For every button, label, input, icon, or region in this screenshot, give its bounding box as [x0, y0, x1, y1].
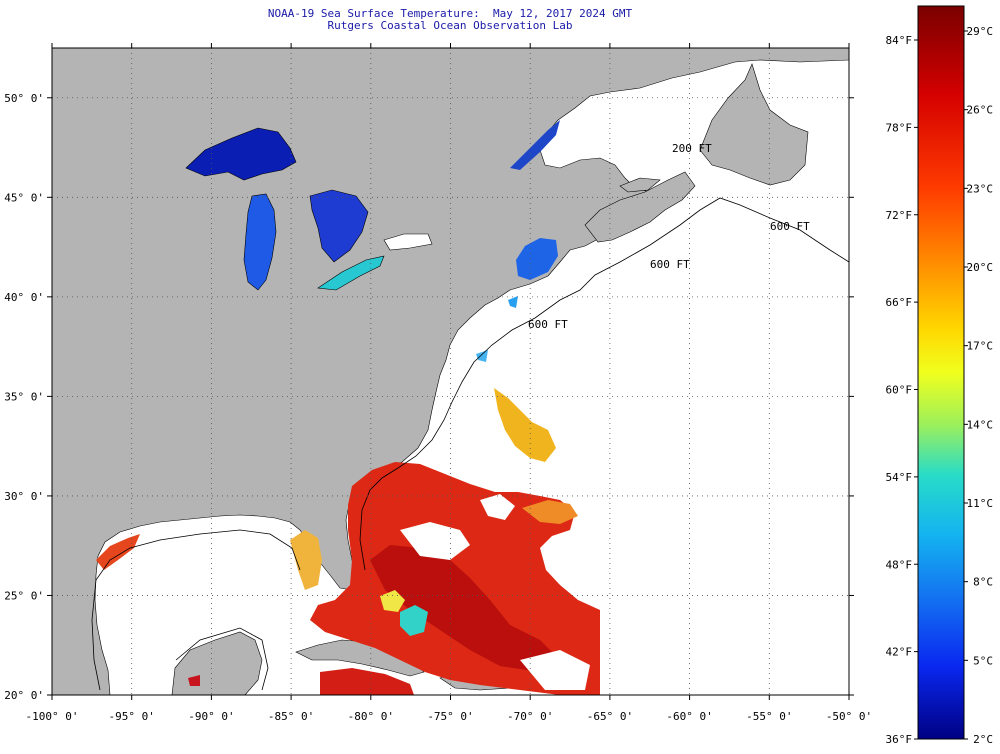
sst-yucatan-spot — [188, 675, 200, 686]
depth-label: 600 FT — [528, 318, 568, 331]
colorbar-c-label: 29°C — [967, 25, 994, 38]
land-pei — [619, 177, 661, 193]
colorbar-f-label: 66°F — [886, 296, 913, 309]
map-title: NOAA-19 Sea Surface Temperature: May 12,… — [267, 7, 633, 20]
cloud-gap-1 — [400, 522, 470, 560]
depth-label: 200 FT — [672, 142, 712, 155]
lat-tick-label: 25° 0' — [4, 589, 44, 602]
colorbar-f-label: 42°F — [886, 646, 913, 659]
lon-tick-label: -85° 0' — [268, 710, 314, 723]
lon-tick-label: -95° 0' — [109, 710, 155, 723]
st-lawrence-water — [510, 120, 560, 170]
land-newfoundland — [699, 63, 809, 186]
latitude-labels: 50° 0' 45° 0' 40° 0' 35° 0' 30° 0' 25° 0' 20° … — [4, 92, 44, 702]
lat-tick-label: 40° 0' — [4, 291, 44, 304]
colorbar-c-label: 26°C — [967, 104, 994, 117]
sst-gulf-of-mexico-w — [96, 534, 140, 570]
lon-tick-label: -55° 0' — [746, 710, 792, 723]
mid-atlantic-sst — [476, 350, 488, 362]
lon-tick-label: -90° 0' — [188, 710, 234, 723]
colorbar-f-label: 36°F — [886, 733, 913, 746]
yucatan-contour — [175, 627, 269, 691]
lon-tick-label: -65° 0' — [587, 710, 633, 723]
sst-yellow-patch — [494, 388, 556, 462]
map-subtitle: Rutgers Coastal Ocean Observation Lab — [327, 19, 573, 32]
colorbar-f-label: 54°F — [886, 471, 913, 484]
longitude-labels: -100° 0' -95° 0' -90° 0' -85° 0' -80° 0' -75°… — [26, 710, 873, 723]
lake-erie — [317, 255, 385, 291]
lat-tick-label: 35° 0' — [4, 390, 44, 403]
shelf-contour — [359, 197, 849, 571]
land-cuba — [295, 639, 425, 677]
sst-bahamas-yellow — [380, 590, 405, 612]
lat-tick-label: 30° 0' — [4, 490, 44, 503]
lake-michigan — [243, 193, 277, 291]
lon-tick-label: -50° 0' — [826, 710, 872, 723]
lake-ontario — [383, 233, 433, 251]
map-layers — [52, 48, 849, 695]
lon-tick-label: -80° 0' — [348, 710, 394, 723]
cape-cod-sst — [508, 296, 518, 308]
axis-ticks — [47, 43, 854, 700]
sst-bahamas-cyan — [400, 605, 428, 636]
lat-tick-label: 20° 0' — [4, 689, 44, 702]
title-block: NOAA-19 Sea Surface Temperature: May 12,… — [0, 8, 900, 32]
lake-superior — [185, 127, 297, 181]
lon-tick-label: -70° 0' — [507, 710, 553, 723]
lake-huron — [309, 189, 369, 263]
colorbar-c-label: 8°C — [973, 576, 993, 589]
colorbar-c-label: 2°C — [973, 733, 993, 746]
colorbar-c-label: 14°C — [967, 418, 994, 431]
sst-hot-gulf-stream — [370, 545, 560, 672]
sst-caribbean — [320, 668, 414, 695]
lat-tick-label: 45° 0' — [4, 191, 44, 204]
colorbar-c-label: 20°C — [967, 261, 994, 274]
colorbar-c-label: 17°C — [967, 340, 994, 353]
depth-label: 600 FT — [770, 220, 810, 233]
colorbar-labels: 84°F 78°F 72°F 66°F 60°F 54°F 48°F 42°F 36°F 29°C… — [886, 25, 994, 746]
colorbar-c-label: 23°C — [967, 182, 994, 195]
lon-tick-label: -100° 0' — [26, 710, 79, 723]
sst-florida-west — [290, 530, 322, 590]
sst-orange-patch — [522, 500, 578, 524]
land-nova-scotia — [584, 171, 696, 243]
colorbar-f-label: 72°F — [886, 209, 913, 222]
colorbar-f-label: 84°F — [886, 34, 913, 47]
lon-tick-label: -75° 0' — [427, 710, 473, 723]
colorbar-c-label: 5°C — [973, 654, 993, 667]
lat-tick-label: 50° 0' — [4, 92, 44, 105]
cloud-gap-3 — [520, 650, 590, 690]
lon-tick-label: -60° 0' — [666, 710, 712, 723]
colorbar — [917, 5, 965, 740]
depth-label: 600 FT — [650, 258, 690, 271]
colorbar-f-label: 78°F — [886, 121, 913, 134]
gulf-contour — [91, 529, 301, 691]
colorbar-f-label: 60°F — [886, 384, 913, 397]
cloud-gap-2 — [480, 494, 515, 520]
colorbar-f-label: 48°F — [886, 558, 913, 571]
colorbar-c-label: 11°C — [967, 497, 994, 510]
gulf-of-maine-sst — [516, 238, 558, 280]
